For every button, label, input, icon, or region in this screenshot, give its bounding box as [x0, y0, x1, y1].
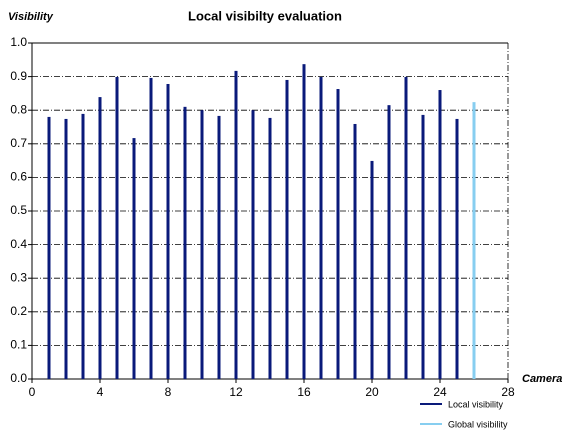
y-axis-label: Visibility	[8, 11, 54, 23]
bar	[421, 114, 425, 380]
bar	[404, 76, 408, 379]
legend-label: Local visibility	[448, 399, 504, 409]
bar	[268, 117, 272, 379]
bar	[319, 76, 323, 379]
bar	[132, 138, 136, 379]
bar	[455, 118, 459, 379]
bar	[200, 110, 204, 379]
y-tick-label: 1.0	[10, 35, 27, 49]
bar	[387, 105, 391, 379]
y-tick-label: 0.2	[10, 304, 27, 318]
y-tick-label: 0.3	[10, 270, 27, 284]
bar	[234, 70, 238, 379]
bar	[217, 115, 221, 380]
y-tick-label: 0.0	[10, 371, 27, 385]
y-tick-label: 0.1	[10, 338, 27, 352]
bar	[251, 110, 255, 379]
chart-title: Local visibilty evaluation	[188, 8, 342, 23]
bar	[81, 113, 85, 380]
y-tick-label: 0.6	[10, 170, 27, 184]
bar	[370, 160, 374, 379]
x-tick-label: 20	[365, 385, 379, 399]
bar	[438, 90, 442, 379]
bar	[47, 116, 51, 380]
x-tick-label: 24	[433, 385, 447, 399]
x-tick-label: 16	[297, 385, 311, 399]
x-tick-label: 12	[229, 385, 243, 399]
y-tick-label: 0.7	[10, 136, 27, 150]
bar	[183, 106, 187, 379]
y-tick-label: 0.5	[10, 203, 27, 217]
bar	[285, 79, 289, 380]
bar	[115, 76, 119, 379]
bar	[98, 97, 102, 379]
x-tick-label: 4	[97, 385, 104, 399]
x-tick-label: 28	[501, 385, 515, 399]
bar	[353, 123, 357, 379]
bar	[336, 89, 340, 380]
y-tick-label: 0.4	[10, 237, 27, 251]
y-tick-label: 0.9	[10, 69, 27, 83]
x-tick-label: 8	[165, 385, 172, 399]
bar	[166, 83, 170, 379]
bar	[472, 102, 476, 380]
bar	[149, 77, 153, 379]
x-tick-label: 0	[29, 385, 36, 399]
legend-label: Global visibility	[448, 419, 508, 429]
y-tick-label: 0.8	[10, 102, 27, 116]
bar	[302, 64, 306, 379]
bar	[64, 118, 68, 379]
x-axis-label: Camera	[522, 373, 562, 385]
